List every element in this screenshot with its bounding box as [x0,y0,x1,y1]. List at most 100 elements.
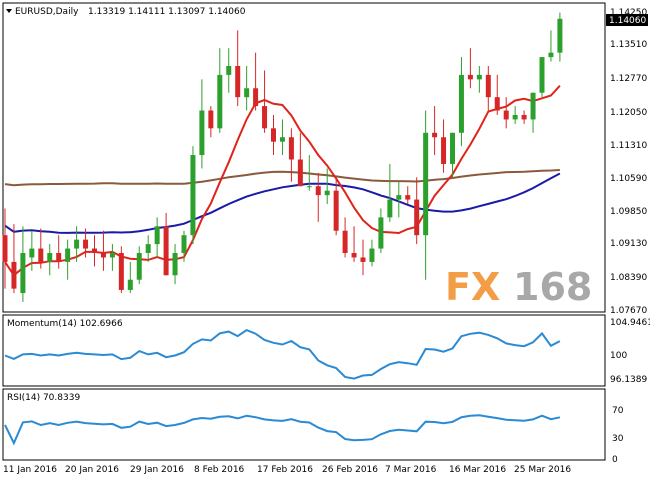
candle-body [118,253,124,290]
candle [548,30,554,62]
price-tick: 1.12770 [610,74,647,84]
candle [458,57,464,147]
watermark-number: 168 [513,265,592,309]
candle-body [38,248,44,262]
symbol-dropdown-icon[interactable] [6,9,12,13]
candle [172,244,178,285]
candle [83,228,89,258]
candle [342,217,348,258]
candle [494,74,500,115]
candle [467,48,473,89]
price-tick: 1.12050 [610,108,647,118]
candle-body [333,190,339,231]
momentum-tick: 100 [610,351,627,361]
candle-body [262,106,268,129]
candle [306,155,312,191]
candle-body [56,253,62,262]
candle [2,208,8,289]
candle-body [467,74,473,80]
candle [405,186,411,205]
symbol-label: EURUSD,Daily [15,7,79,17]
candle-body [2,235,8,262]
candle [333,177,339,236]
candle-body [199,110,205,156]
price-tick: 1.07670 [610,306,647,316]
candle-body [11,261,17,289]
candle [65,239,71,280]
candle [450,132,455,178]
candle [476,66,482,93]
price-tick: 1.09850 [610,207,647,217]
candle-body [405,195,411,200]
candle-body [154,226,160,245]
candle-body [109,253,115,258]
candle [181,230,187,262]
candle-body [530,92,536,120]
candle-body [432,132,438,138]
candle [47,244,53,276]
candle [324,168,330,205]
candle-body [181,235,187,254]
candle-body [279,137,285,142]
candle-body [100,253,106,258]
candle-body [297,159,303,187]
candle [235,30,241,107]
candle [530,92,536,133]
candle [208,106,214,138]
candle [118,246,124,294]
candle-body [494,97,500,111]
candle [378,208,384,254]
candle [288,128,294,182]
candle [74,226,80,262]
candle-body [163,226,169,276]
candle [244,66,250,111]
candle-body [360,257,366,262]
candle-body [423,132,429,236]
moving-averages [4,85,561,277]
time-label: 20 Jan 2016 [65,465,119,475]
candle [253,52,259,111]
candle [190,146,196,245]
candle [351,226,357,262]
candle [20,226,26,302]
candle-body [521,114,527,120]
candle-body [315,186,321,196]
candle [441,119,447,173]
candle [521,110,527,124]
candle [423,110,429,280]
fx168-watermark: FX 168 [445,265,592,309]
candle-body [74,239,80,249]
price-tick: 1.14250 [610,8,647,18]
candle-body [235,66,241,98]
candle [29,230,35,271]
candle [38,228,44,269]
candle-body [351,253,357,258]
candle-body [20,253,26,294]
candle-body [29,248,35,258]
candle-body [378,217,384,249]
candle-body [244,88,250,98]
candle-body [83,239,89,249]
candle-body [396,195,402,200]
candle-body [387,199,393,218]
momentum-line [4,328,561,380]
candle [100,230,106,271]
candle [56,235,62,269]
candle [154,217,160,258]
time-label: 29 Jan 2016 [130,465,184,475]
candle-body [324,190,330,196]
candle [226,48,232,93]
current-price-marker: 1.14060 [606,14,648,26]
candle [271,114,276,156]
candle-body [208,110,214,129]
rsi-title: RSI(14) 70.8339 [7,393,80,403]
momentum-panel[interactable] [2,314,606,387]
price-tick: 1.13510 [610,40,647,50]
candle-body [485,74,491,98]
candlesticks [2,12,563,302]
momentum-series [4,328,561,380]
candle [369,239,375,267]
candle-body [342,230,348,254]
momentum-title: Momentum(14) 102.6966 [7,319,123,329]
